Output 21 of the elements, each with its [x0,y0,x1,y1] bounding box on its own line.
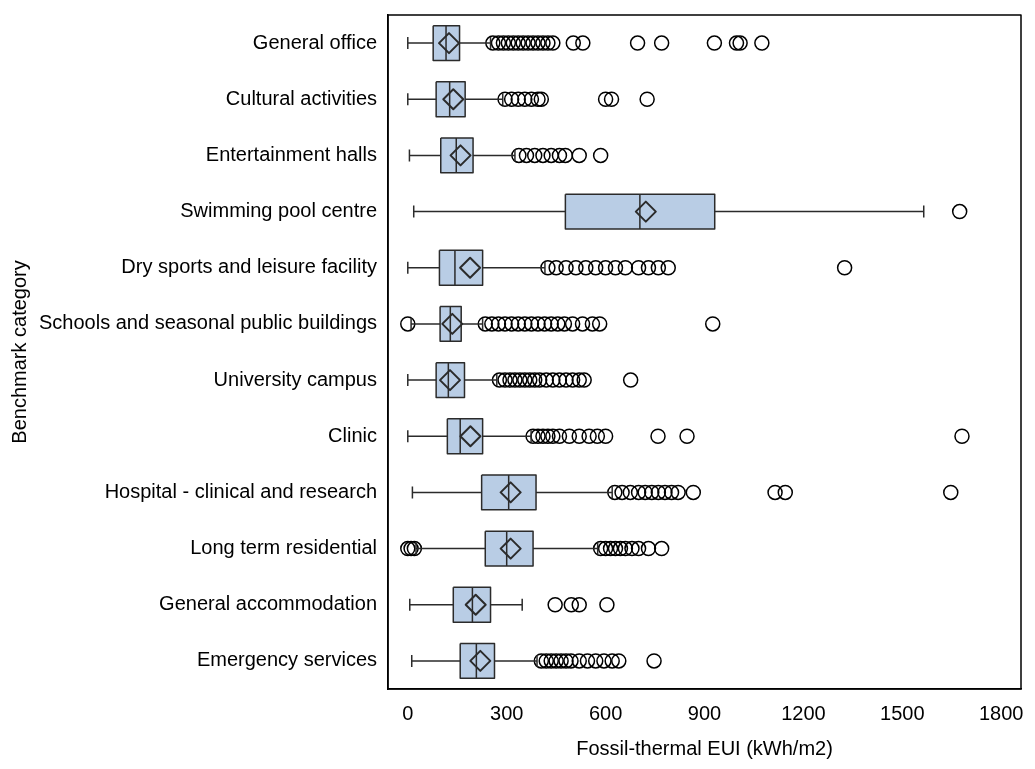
y-tick-label: Cultural activities [225,86,378,109]
x-tick-label: 600 [588,701,623,724]
y-tick-label: Entertainment halls [205,142,378,165]
y-tick-label: Swimming pool centre [180,199,378,222]
x-tick-label: 1800 [978,701,1024,724]
y-tick-label: University campus [213,367,378,390]
y-tick-label: Long term residential [190,536,378,559]
x-tick-label: 1200 [781,701,826,724]
x-axis-title: Fossil-thermal EUI (kWh/m2) [576,736,833,759]
y-tick-label: Schools and seasonal public buildings [38,311,378,334]
y-axis-title: Benchmark category [7,260,30,444]
y-tick-label: Dry sports and leisure facility [121,255,378,278]
y-tick-label: General accommodation [159,592,378,615]
x-tick-label: 0 [402,701,414,724]
y-tick-label: Emergency services [196,648,378,671]
y-tick-label: Clinic [328,423,378,446]
x-tick-label: 1500 [880,701,925,724]
x-tick-label: 300 [490,701,524,724]
y-tick-label: Hospital - clinical and research [104,479,378,502]
y-tick-label: General office [252,30,378,53]
x-tick-label: 900 [687,701,722,724]
